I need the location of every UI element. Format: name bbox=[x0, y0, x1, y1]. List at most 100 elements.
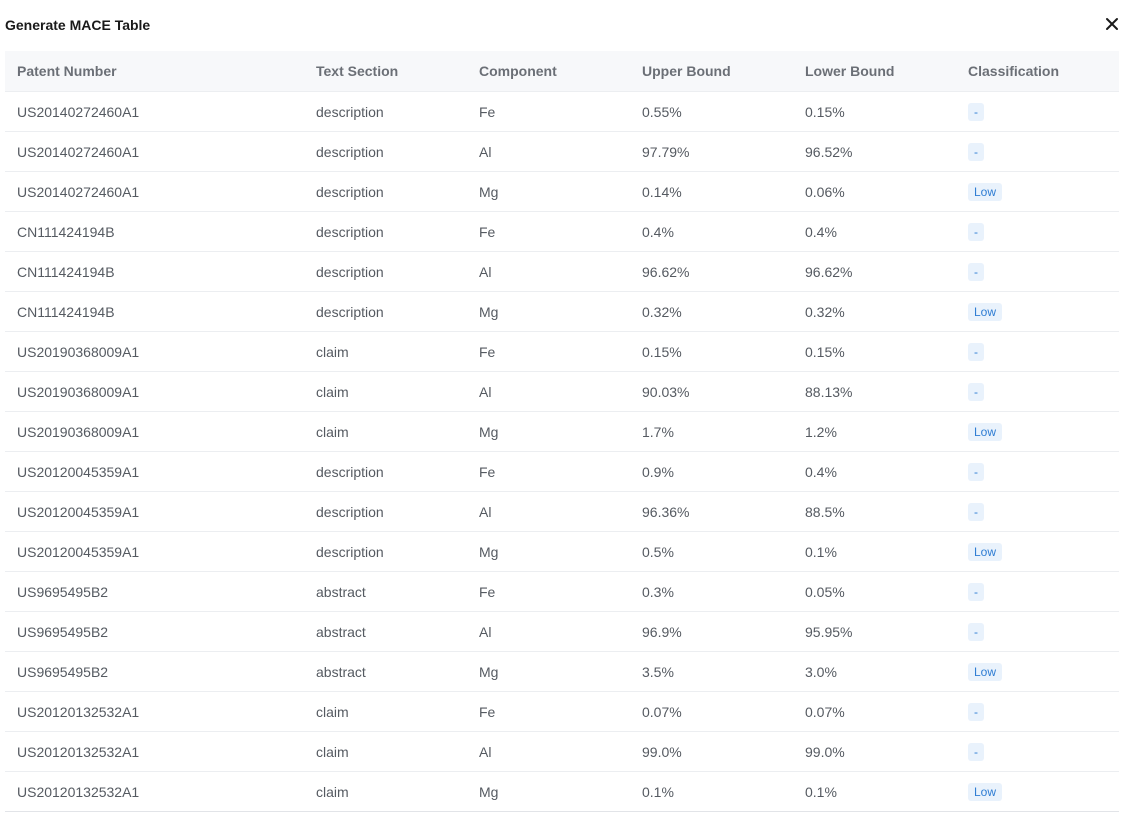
cell-component: Al bbox=[467, 252, 630, 292]
cell-lower-bound: 0.1% bbox=[793, 532, 956, 572]
table-row: US20120132532A1claimAl99.0%99.0%- bbox=[5, 732, 1119, 772]
classification-badge: - bbox=[968, 623, 984, 641]
cell-lower-bound: 1.2% bbox=[793, 412, 956, 452]
table-row: US20120045359A1descriptionMg0.5%0.1%Low bbox=[5, 532, 1119, 572]
cell-component: Fe bbox=[467, 332, 630, 372]
dialog-title: Generate MACE Table bbox=[5, 16, 150, 34]
cell-upper-bound: 0.14% bbox=[630, 172, 793, 212]
cell-lower-bound: 0.4% bbox=[793, 452, 956, 492]
cell-upper-bound: 97.79% bbox=[630, 132, 793, 172]
cell-text-section: claim bbox=[304, 692, 467, 732]
classification-badge: - bbox=[968, 583, 984, 601]
cell-upper-bound: 0.1% bbox=[630, 772, 793, 812]
cell-classification: Low bbox=[956, 772, 1119, 812]
cell-component: Al bbox=[467, 132, 630, 172]
close-icon bbox=[1102, 14, 1122, 34]
cell-text-section: description bbox=[304, 172, 467, 212]
cell-text-section: description bbox=[304, 92, 467, 132]
cell-component: Mg bbox=[467, 772, 630, 812]
cell-patent-number: US20140272460A1 bbox=[5, 132, 304, 172]
cell-classification: - bbox=[956, 612, 1119, 652]
cell-lower-bound: 3.0% bbox=[793, 652, 956, 692]
table-row: US9695495B2abstractAl96.9%95.95%- bbox=[5, 612, 1119, 652]
cell-upper-bound: 1.7% bbox=[630, 412, 793, 452]
cell-patent-number: CN111424194B bbox=[5, 212, 304, 252]
cell-upper-bound: 0.4% bbox=[630, 212, 793, 252]
cell-upper-bound: 90.03% bbox=[630, 372, 793, 412]
cell-lower-bound: 0.15% bbox=[793, 332, 956, 372]
classification-badge: Low bbox=[968, 423, 1002, 441]
cell-classification: - bbox=[956, 452, 1119, 492]
cell-classification: - bbox=[956, 732, 1119, 772]
cell-classification: - bbox=[956, 692, 1119, 732]
cell-upper-bound: 96.62% bbox=[630, 252, 793, 292]
cell-component: Fe bbox=[467, 92, 630, 132]
mace-table: Patent Number Text Section Component Upp… bbox=[5, 51, 1119, 812]
cell-text-section: abstract bbox=[304, 572, 467, 612]
cell-lower-bound: 0.4% bbox=[793, 212, 956, 252]
column-header-classification: Classification bbox=[956, 51, 1119, 92]
classification-badge: - bbox=[968, 223, 984, 241]
column-header-patent-number: Patent Number bbox=[5, 51, 304, 92]
close-button[interactable] bbox=[1102, 14, 1122, 34]
cell-classification: Low bbox=[956, 652, 1119, 692]
table-row: US20190368009A1claimFe0.15%0.15%- bbox=[5, 332, 1119, 372]
table-row: US20190368009A1claimAl90.03%88.13%- bbox=[5, 372, 1119, 412]
classification-badge: - bbox=[968, 143, 984, 161]
classification-badge: - bbox=[968, 343, 984, 361]
cell-component: Fe bbox=[467, 572, 630, 612]
cell-patent-number: US20190368009A1 bbox=[5, 372, 304, 412]
cell-patent-number: US20140272460A1 bbox=[5, 172, 304, 212]
classification-badge: - bbox=[968, 263, 984, 281]
cell-classification: - bbox=[956, 492, 1119, 532]
cell-patent-number: US20120132532A1 bbox=[5, 692, 304, 732]
mace-table-container[interactable]: Patent Number Text Section Component Upp… bbox=[5, 51, 1119, 812]
dialog-header: Generate MACE Table bbox=[0, 0, 1128, 50]
cell-patent-number: US20120045359A1 bbox=[5, 452, 304, 492]
cell-classification: - bbox=[956, 92, 1119, 132]
cell-component: Al bbox=[467, 732, 630, 772]
cell-lower-bound: 0.1% bbox=[793, 772, 956, 812]
column-header-text-section: Text Section bbox=[304, 51, 467, 92]
cell-text-section: description bbox=[304, 492, 467, 532]
cell-upper-bound: 0.32% bbox=[630, 292, 793, 332]
classification-badge: Low bbox=[968, 663, 1002, 681]
table-row: US20190368009A1claimMg1.7%1.2%Low bbox=[5, 412, 1119, 452]
cell-text-section: description bbox=[304, 132, 467, 172]
cell-upper-bound: 96.36% bbox=[630, 492, 793, 532]
cell-component: Mg bbox=[467, 292, 630, 332]
column-header-lower-bound: Lower Bound bbox=[793, 51, 956, 92]
table-row: US20120132532A1claimMg0.1%0.1%Low bbox=[5, 772, 1119, 812]
cell-classification: - bbox=[956, 132, 1119, 172]
cell-component: Mg bbox=[467, 652, 630, 692]
cell-patent-number: US9695495B2 bbox=[5, 612, 304, 652]
cell-classification: - bbox=[956, 372, 1119, 412]
cell-component: Mg bbox=[467, 412, 630, 452]
cell-lower-bound: 0.32% bbox=[793, 292, 956, 332]
column-header-component: Component bbox=[467, 51, 630, 92]
table-row: US20140272460A1descriptionAl97.79%96.52%… bbox=[5, 132, 1119, 172]
cell-text-section: description bbox=[304, 252, 467, 292]
column-header-upper-bound: Upper Bound bbox=[630, 51, 793, 92]
cell-lower-bound: 96.52% bbox=[793, 132, 956, 172]
cell-classification: Low bbox=[956, 412, 1119, 452]
cell-text-section: claim bbox=[304, 332, 467, 372]
table-row: US20140272460A1descriptionFe0.55%0.15%- bbox=[5, 92, 1119, 132]
cell-upper-bound: 0.3% bbox=[630, 572, 793, 612]
cell-component: Fe bbox=[467, 212, 630, 252]
classification-badge: - bbox=[968, 383, 984, 401]
cell-lower-bound: 88.5% bbox=[793, 492, 956, 532]
cell-classification: Low bbox=[956, 172, 1119, 212]
classification-badge: - bbox=[968, 503, 984, 521]
table-body: US20140272460A1descriptionFe0.55%0.15%-U… bbox=[5, 92, 1119, 812]
table-header-row: Patent Number Text Section Component Upp… bbox=[5, 51, 1119, 92]
cell-patent-number: US20120132532A1 bbox=[5, 772, 304, 812]
cell-upper-bound: 0.55% bbox=[630, 92, 793, 132]
cell-patent-number: US20190368009A1 bbox=[5, 332, 304, 372]
cell-upper-bound: 0.9% bbox=[630, 452, 793, 492]
classification-badge: - bbox=[968, 103, 984, 121]
cell-patent-number: US20190368009A1 bbox=[5, 412, 304, 452]
cell-component: Fe bbox=[467, 692, 630, 732]
cell-lower-bound: 88.13% bbox=[793, 372, 956, 412]
